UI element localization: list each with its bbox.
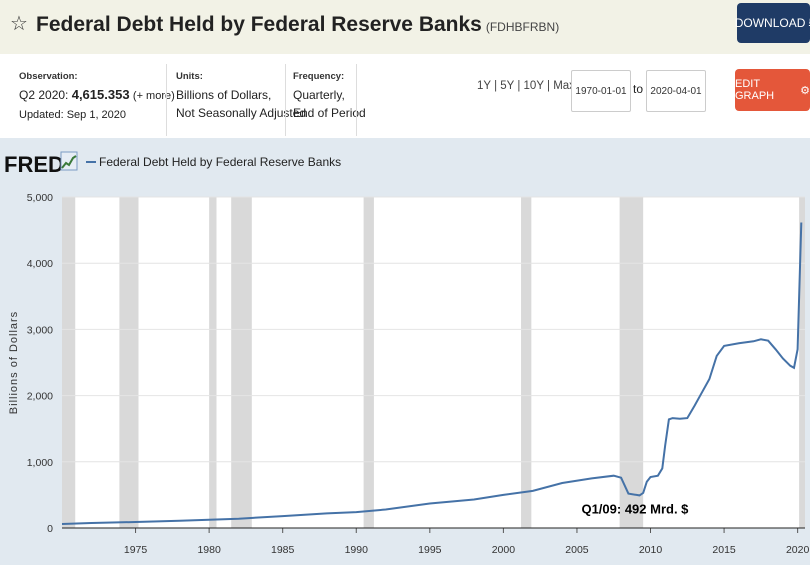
more-link[interactable]: (+ more) [132, 90, 175, 102]
fred-chart-logo-icon [60, 151, 78, 171]
range-max[interactable]: Max [553, 80, 575, 92]
range-1y[interactable]: 1Y [477, 80, 491, 92]
y-tick-label: 1,000 [27, 457, 53, 469]
y-tick-label: 2,000 [27, 391, 53, 403]
download-arrow-icon: ⭳ [808, 14, 810, 33]
chart-area: FRED Federal Debt Held by Federal Reserv… [0, 138, 810, 565]
end-date-input[interactable]: 2020-04-01 [646, 70, 706, 112]
x-tick-label: 1980 [197, 544, 221, 556]
x-tick-label: 2015 [712, 544, 736, 556]
recession-band [363, 197, 374, 528]
legend-label: Federal Debt Held by Federal Reserve Ban… [99, 155, 341, 169]
fred-logo: FRED [4, 151, 78, 177]
y-axis-label: Billions of Dollars [8, 311, 20, 414]
download-button[interactable]: DOWNLOAD ⭳ [735, 3, 810, 43]
recession-band [209, 197, 217, 528]
y-tick-label: 4,000 [27, 258, 53, 270]
range-10y[interactable]: 10Y [523, 80, 544, 92]
divider [285, 64, 286, 136]
range-5y[interactable]: 5Y [500, 80, 515, 92]
line-chart: FRED Federal Debt Held by Federal Reserv… [4, 151, 810, 556]
plot-background [62, 197, 805, 528]
series-metadata: Observation: Q2 2020: 4,615.353 (+ more)… [0, 54, 810, 138]
title-bar: ☆ Federal Debt Held by Federal Reserve B… [0, 0, 810, 54]
updated-date: Updated: Sep 1, 2020 [19, 109, 127, 121]
x-tick-label: 2020 [786, 544, 810, 556]
to-label: to [633, 82, 644, 96]
recession-band [62, 197, 76, 528]
observation-block: Observation: Q2 2020: 4,615.353 (+ more)… [19, 71, 175, 121]
units-block: Units: Billions of Dollars, Not Seasonal… [176, 71, 307, 120]
observation-value: 4,615.353 [71, 87, 130, 102]
edit-graph-button[interactable]: EDIT GRAPH ⚙ [735, 69, 810, 111]
fred-logo-text: FRED [4, 152, 64, 177]
series-line [61, 222, 803, 525]
frequency-block: Frequency: Quarterly, End of Period [293, 71, 366, 120]
y-tick-label: 0 [47, 523, 53, 535]
recession-band [619, 197, 644, 528]
star-outline-icon[interactable]: ☆ [10, 13, 28, 35]
recession-band [231, 197, 252, 528]
x-tick-label: 2005 [565, 544, 589, 556]
page-title: Federal Debt Held by Federal Reserve Ban… [36, 13, 560, 36]
range-selector: 1Y | 5Y | 10Y | Max [477, 80, 575, 92]
recession-band [119, 197, 139, 528]
gear-icon: ⚙ [800, 84, 810, 97]
series-code: (FDHBFRBN) [485, 20, 560, 34]
x-tick-label: 2010 [639, 544, 663, 556]
divider [166, 64, 167, 136]
x-tick-label: 1985 [271, 544, 295, 556]
x-tick-label: 1990 [345, 544, 369, 556]
x-tick-label: 1995 [418, 544, 442, 556]
recession-band [799, 197, 805, 528]
recession-band [521, 197, 532, 528]
x-tick-label: 1975 [124, 544, 148, 556]
divider [356, 64, 357, 136]
x-tick-label: 2000 [492, 544, 516, 556]
start-date-input[interactable]: 1970-01-01 [571, 70, 631, 112]
y-tick-label: 5,000 [27, 192, 53, 204]
annotation-text: Q1/09: 492 Mrd. $ [581, 501, 689, 516]
y-tick-label: 3,000 [27, 324, 53, 336]
